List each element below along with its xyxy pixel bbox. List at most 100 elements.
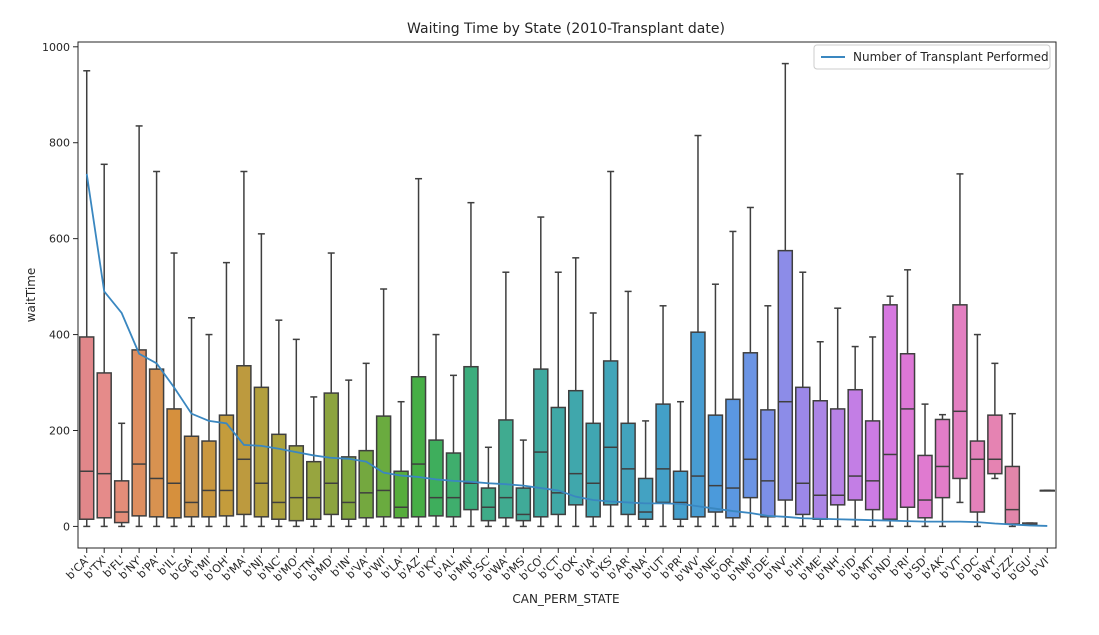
box-iqr [113, 480, 130, 524]
box-b'ND' [882, 295, 898, 528]
box-b'DE' [760, 305, 776, 528]
box-b'NY' [131, 125, 147, 528]
box-b'MS' [515, 439, 532, 528]
box-iqr [515, 487, 532, 522]
y-axis-label: waitTime [24, 268, 38, 323]
box-b'MT' [864, 336, 881, 528]
box-b'CO' [533, 216, 549, 528]
box-b'SC' [480, 446, 497, 528]
box-iqr [864, 420, 881, 511]
y-tick-label: 800 [49, 137, 70, 150]
box-iqr [829, 408, 846, 506]
box-b'OR' [725, 230, 741, 528]
box-iqr [795, 386, 811, 516]
box-iqr [899, 353, 916, 508]
box-b'ID' [847, 345, 863, 528]
box-iqr [952, 304, 968, 480]
box-iqr [690, 331, 706, 518]
box-iqr [742, 352, 759, 499]
box-b'MA' [236, 170, 252, 528]
box-b'KY' [428, 333, 444, 528]
box-iqr [340, 456, 357, 520]
box-b'KS' [602, 170, 619, 528]
box-iqr [567, 389, 584, 506]
y-axis: 0 200 400 600 800 1000 [42, 41, 78, 533]
legend-entry: Number of Transplant Performed [853, 50, 1049, 64]
box-b'MI' [201, 333, 217, 528]
box-b'WV' [690, 134, 706, 528]
box-b'NV' [777, 62, 794, 528]
box-b'NJ' [253, 233, 270, 528]
x-tick-label: b'VI' [1027, 553, 1053, 579]
box-iqr [847, 388, 863, 501]
transplant-count-line [85, 173, 1048, 527]
box-b'NC' [271, 319, 287, 528]
box-iqr [236, 364, 252, 516]
box-iqr [288, 445, 305, 522]
box-b'CT' [550, 271, 567, 528]
box-b'IN' [340, 379, 357, 528]
box-b'OK' [567, 257, 584, 528]
box-b'NM' [742, 206, 759, 528]
box-b'AK' [934, 413, 951, 528]
box-iqr [1004, 465, 1021, 525]
box-iqr [393, 470, 409, 519]
box-iqr [550, 406, 567, 516]
box-b'AR' [620, 290, 636, 528]
box-b'ME' [812, 341, 828, 528]
box-b'HI' [795, 271, 811, 528]
box-iqr [760, 409, 776, 518]
legend: Number of Transplant Performed [813, 44, 1051, 70]
box-group [78, 62, 1056, 528]
box-b'OH' [218, 261, 235, 528]
x-axis-label: CAN_PERM_STATE [512, 592, 619, 606]
box-iqr [131, 349, 147, 517]
box-iqr [463, 365, 479, 511]
box-b'AZ' [410, 177, 427, 528]
box-b'WY' [987, 362, 1003, 480]
box-b'LA' [393, 400, 409, 528]
box-b'NH' [829, 307, 846, 528]
box-iqr [96, 372, 112, 519]
y-tick-label: 1000 [42, 41, 70, 54]
x-axis: b'CA'b'TX'b'FL'b'NY'b'PA'b'IL'b'GA'b'MI'… [64, 548, 1053, 584]
transplant-line-group [85, 173, 1048, 527]
box-iqr [637, 477, 654, 520]
legend-box [813, 44, 1051, 70]
box-b'PA' [148, 170, 165, 528]
box-iqr [410, 376, 427, 518]
box-b'IA' [585, 312, 601, 528]
box-iqr [533, 368, 549, 518]
box-b'SD' [917, 403, 933, 528]
box-iqr [655, 403, 671, 504]
box-iqr [672, 470, 689, 520]
box-iqr [585, 422, 601, 518]
box-b'FL' [113, 422, 130, 528]
box-iqr [969, 440, 986, 513]
box-iqr [812, 400, 828, 520]
box-b'IL' [166, 252, 182, 528]
box-iqr [253, 386, 270, 518]
y-tick-label: 600 [49, 233, 70, 246]
box-b'PR' [672, 400, 689, 528]
box-iqr [201, 440, 217, 518]
plot-frame [77, 41, 1057, 549]
box-iqr [445, 452, 462, 518]
box-b'UT' [655, 305, 671, 528]
box-iqr [323, 392, 339, 516]
y-tick-label: 200 [49, 424, 70, 437]
box-b'DC' [969, 333, 986, 528]
box-iqr [306, 460, 322, 520]
box-b'GA' [183, 317, 200, 528]
box-iqr [934, 418, 951, 499]
box-b'WA' [498, 271, 514, 528]
box-iqr [777, 249, 794, 501]
box-b'MO' [288, 338, 305, 528]
box-b'CA' [78, 70, 95, 528]
box-b'VA' [358, 362, 374, 528]
box-iqr [725, 398, 741, 519]
box-b'MD' [323, 252, 339, 528]
box-iqr [183, 435, 200, 518]
y-tick-label: 0 [63, 520, 70, 533]
